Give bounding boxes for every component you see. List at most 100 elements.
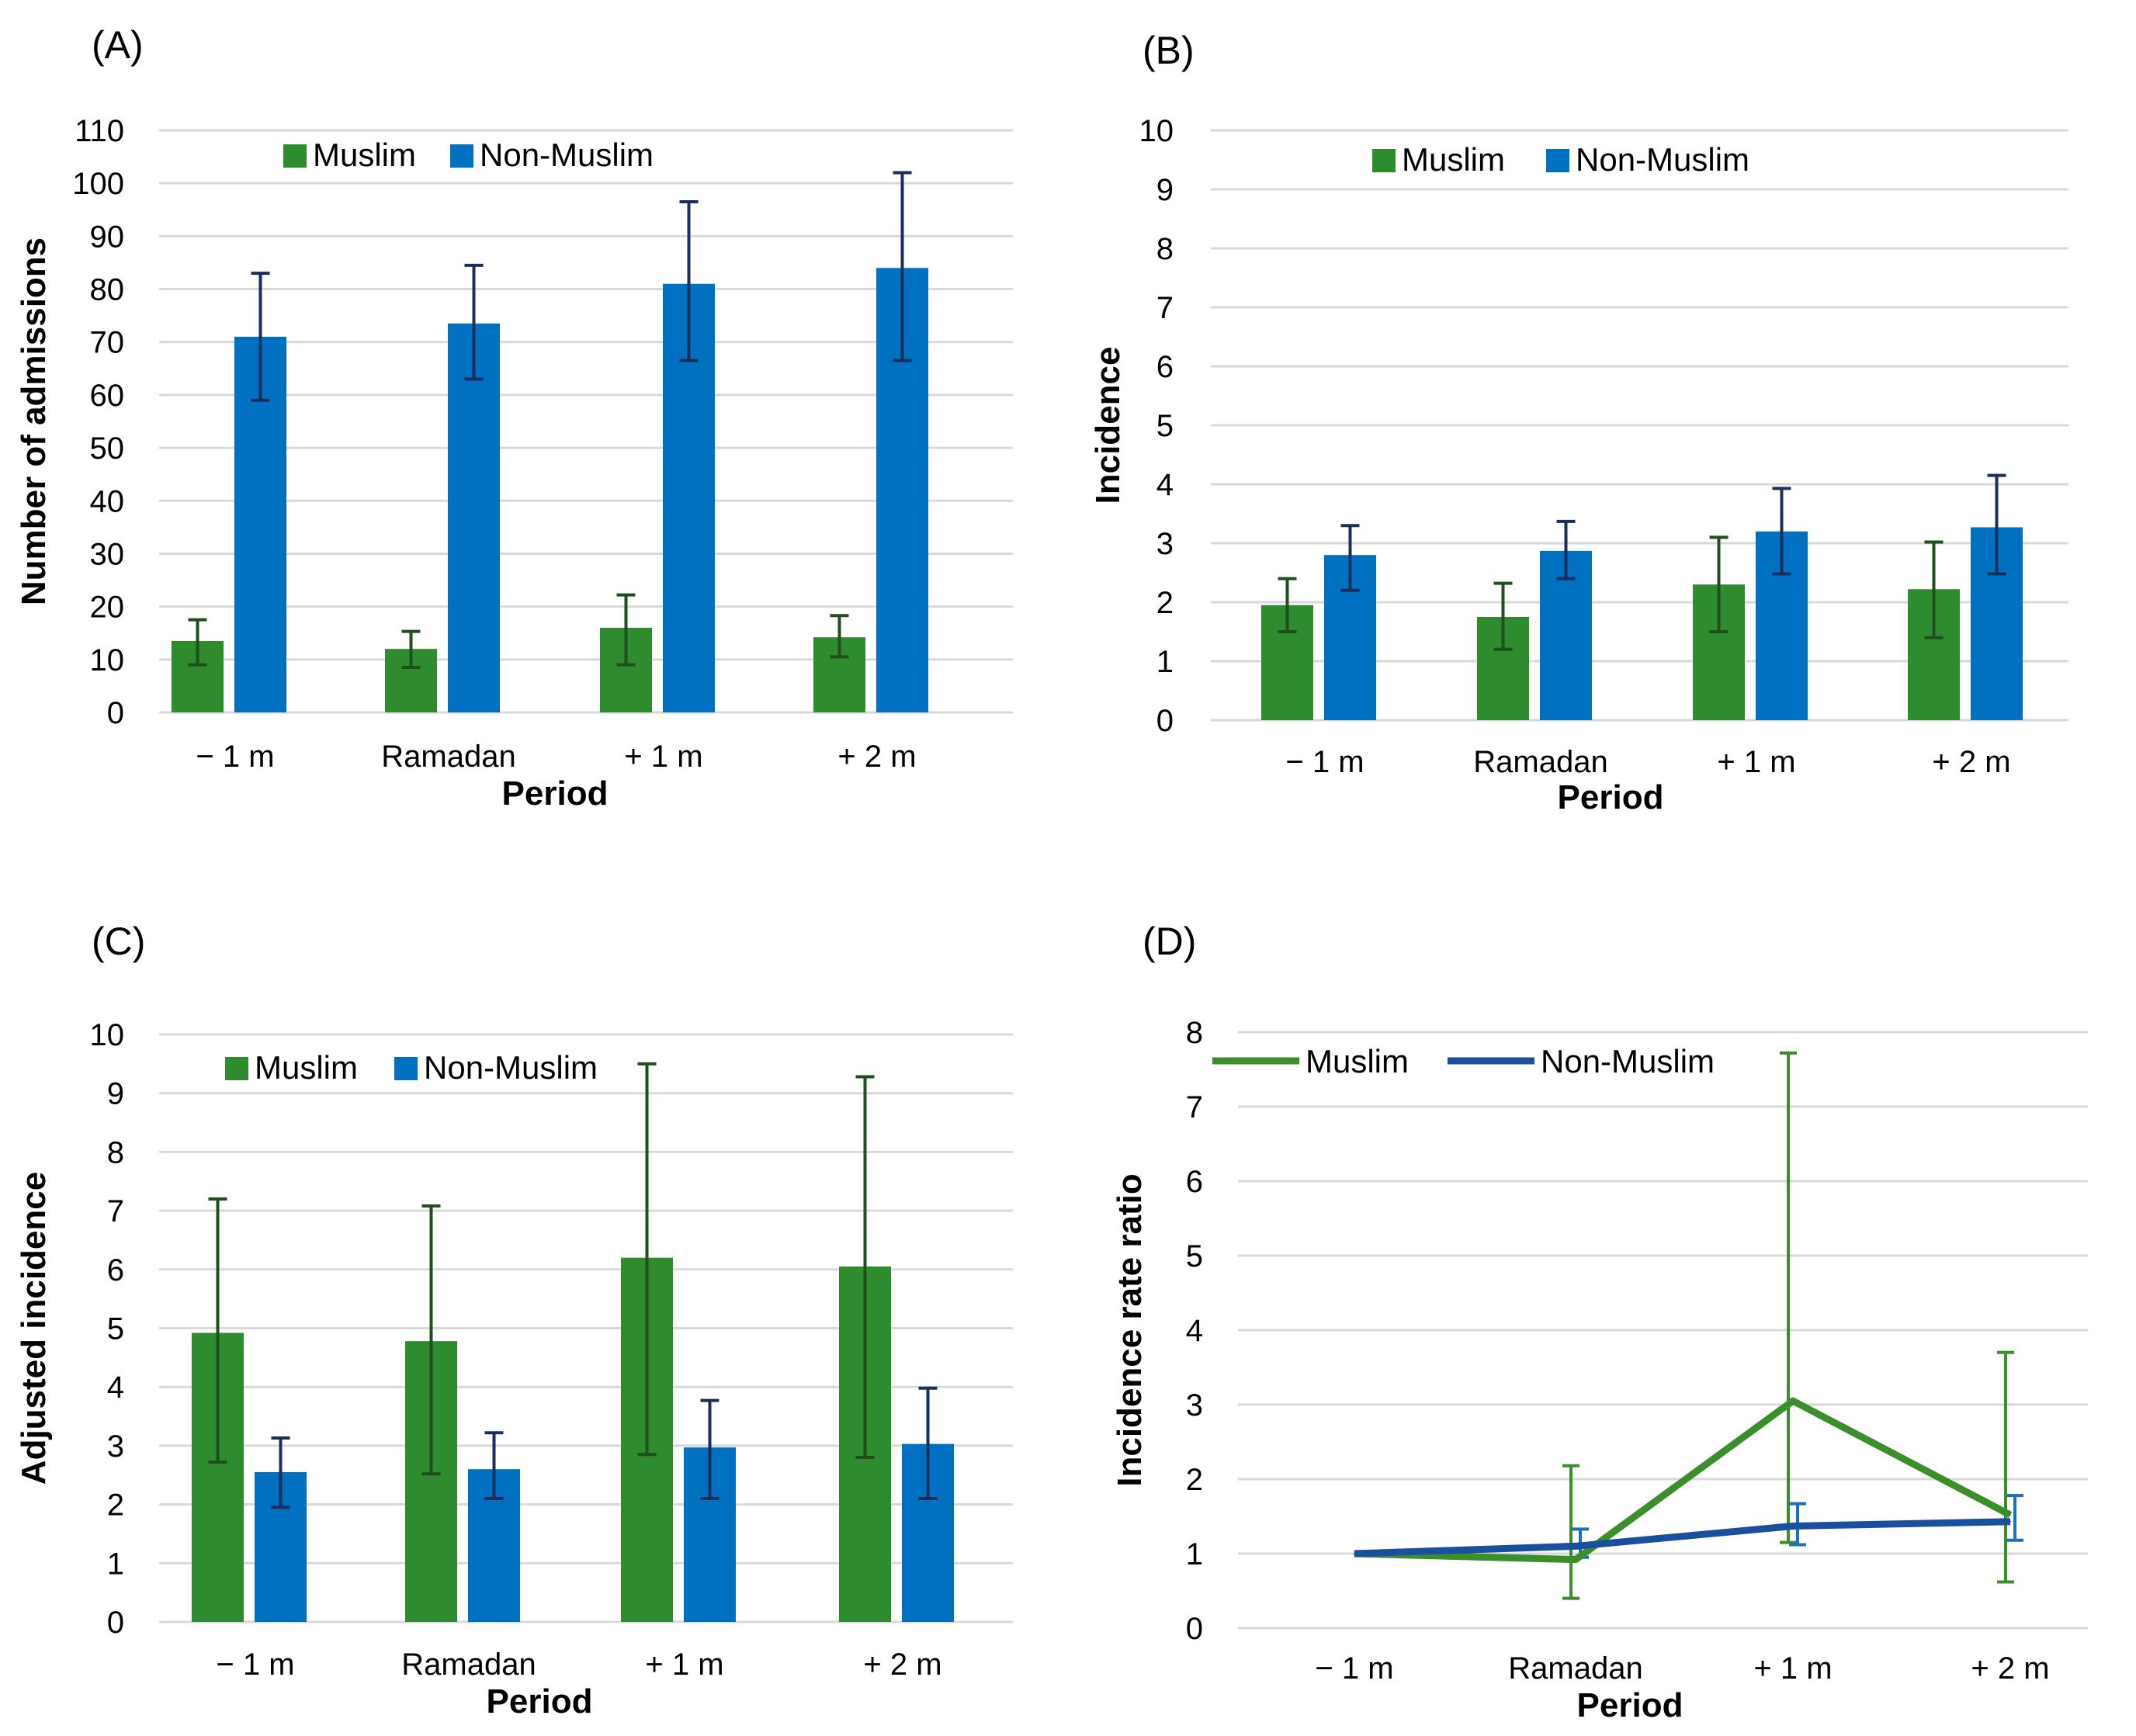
x-tick-label: + 1 m — [1717, 745, 1795, 779]
legend-label-muslim: Muslim — [1306, 1043, 1409, 1079]
panel-label: (D) — [1143, 920, 1196, 963]
chart-panel-a: (A) 0 10 20 30 40 50 60 70 80 90 100 110 Number of ad… — [15, 23, 1013, 813]
y-tick-label: 7 — [1156, 291, 1174, 325]
y-tick-label: 30 — [90, 537, 125, 571]
data-point-muslim — [2009, 1514, 2011, 1516]
y-tick-label: 80 — [90, 273, 125, 307]
y-tick-label: 2 — [1186, 1463, 1203, 1497]
y-tick-label: 6 — [107, 1253, 124, 1287]
data-point-non-muslim — [1354, 1553, 1355, 1554]
y-tick-label: 4 — [107, 1370, 124, 1405]
x-axis-title: Period — [1577, 1686, 1683, 1724]
x-tick-label: − 1 m — [216, 1648, 294, 1682]
x-tick-label: Ramadan — [1473, 745, 1607, 779]
y-tick-label: 9 — [1156, 173, 1174, 207]
y-tick-label: 2 — [107, 1488, 124, 1523]
y-tick-label: 5 — [1186, 1239, 1203, 1273]
y-tick-label: 70 — [90, 326, 125, 360]
y-tick-label: 0 — [1156, 704, 1174, 738]
y-tick-label: 10 — [90, 643, 125, 677]
legend-label-non-muslim: Non-Muslim — [1541, 1043, 1715, 1079]
y-tick-label: 9 — [107, 1077, 124, 1111]
data-point-muslim — [1792, 1400, 1794, 1402]
y-tick-label: 4 — [1156, 468, 1174, 502]
y-tick-label: 3 — [107, 1429, 124, 1464]
x-tick-label: − 1 m — [1315, 1651, 1393, 1686]
data-point-non-muslim — [2009, 1520, 2011, 1523]
legend-swatch-muslim — [283, 144, 307, 168]
y-tick-label: 8 — [1156, 232, 1174, 266]
y-tick-label: 0 — [107, 696, 124, 730]
y-tick-label: 7 — [107, 1194, 124, 1228]
panel-label: (C) — [92, 920, 145, 963]
legend-swatch-non-muslim — [1546, 149, 1569, 172]
legend-label-muslim: Muslim — [1402, 141, 1505, 178]
legend-label-muslim: Muslim — [313, 137, 416, 173]
y-tick-label: 1 — [1156, 645, 1174, 679]
y-tick-label: 10 — [1139, 114, 1174, 148]
legend-swatch-non-muslim — [394, 1057, 418, 1080]
y-tick-label: 100 — [72, 167, 124, 201]
y-tick-label: 5 — [1156, 409, 1174, 443]
y-tick-label: 6 — [1186, 1165, 1203, 1199]
legend-swatch-muslim — [225, 1057, 248, 1080]
panel-label: (B) — [1143, 29, 1195, 72]
series-line-non-muslim — [1354, 1518, 2011, 1558]
x-tick-label: + 2 m — [1932, 745, 2010, 779]
data-point-non-muslim — [1575, 1545, 1576, 1547]
y-tick-label: 3 — [1156, 527, 1174, 561]
y-tick-label: 110 — [75, 114, 124, 148]
y-tick-label: 0 — [107, 1606, 124, 1640]
y-axis-title: Incidence rate ratio — [1111, 1173, 1149, 1486]
y-axis-title: Incidence — [1089, 347, 1127, 504]
x-axis-title: Period — [487, 1682, 593, 1720]
x-axis-title: Period — [502, 774, 609, 813]
x-tick-label: + 2 m — [837, 740, 916, 774]
bar-non-muslim — [448, 323, 500, 712]
y-tick-label: 7 — [1186, 1090, 1203, 1124]
chart-panel-d: (D) 0 1 2 3 4 5 6 7 8 Incidence rate ratio Period − … — [1111, 920, 2088, 1724]
chart-panel-b: (B) 0 1 2 3 4 5 6 7 8 9 10 Incidence Period − 1 m Ramad… — [1089, 29, 2068, 816]
x-tick-label: − 1 m — [1285, 745, 1364, 779]
data-point-muslim — [1575, 1558, 1576, 1561]
y-tick-label: 8 — [1186, 1016, 1203, 1050]
x-tick-label: + 1 m — [624, 740, 702, 774]
legend-swatch-muslim — [1372, 149, 1396, 172]
panel-label: (A) — [92, 23, 144, 67]
data-point-non-muslim — [1792, 1525, 1794, 1527]
y-axis-title: Number of admissions — [15, 237, 53, 605]
y-tick-label: 90 — [90, 220, 125, 254]
x-tick-label: + 2 m — [863, 1648, 941, 1682]
legend-label-non-muslim: Non-Muslim — [1576, 141, 1749, 178]
y-tick-label: 60 — [90, 379, 125, 413]
legend-swatch-non-muslim — [450, 144, 473, 168]
y-tick-label: 1 — [1186, 1537, 1203, 1571]
y-tick-label: 1 — [107, 1547, 124, 1581]
y-tick-label: 5 — [107, 1312, 124, 1346]
legend-label-muslim: Muslim — [255, 1049, 358, 1086]
y-axis-title: Adjusted incidence — [15, 1172, 53, 1485]
x-tick-label: + 1 m — [1753, 1651, 1832, 1686]
y-tick-label: 50 — [90, 431, 125, 466]
x-tick-label: − 1 m — [196, 740, 274, 774]
y-tick-label: 0 — [1186, 1612, 1203, 1646]
chart-panel-c: (C) 0 1 2 3 4 5 6 7 8 9 10 Adjusted incidence Period −… — [15, 920, 1013, 1720]
y-tick-label: 2 — [1156, 586, 1174, 620]
y-tick-label: 10 — [90, 1018, 125, 1052]
series-line-muslim — [1354, 1397, 2013, 1564]
legend-label-non-muslim: Non-Muslim — [480, 137, 654, 173]
x-tick-label: Ramadan — [401, 1648, 536, 1682]
y-tick-label: 8 — [107, 1135, 124, 1169]
legend-label-non-muslim: Non-Muslim — [424, 1049, 598, 1086]
y-tick-label: 6 — [1156, 350, 1174, 384]
x-tick-label: Ramadan — [381, 740, 515, 774]
y-tick-label: 4 — [1186, 1314, 1203, 1348]
x-tick-label: + 1 m — [645, 1648, 723, 1682]
y-tick-label: 20 — [90, 591, 125, 625]
y-tick-label: 3 — [1186, 1388, 1203, 1422]
x-axis-title: Period — [1558, 778, 1664, 816]
y-tick-label: 40 — [90, 484, 125, 518]
x-tick-label: Ramadan — [1508, 1651, 1642, 1686]
x-tick-label: + 2 m — [1971, 1651, 2049, 1686]
